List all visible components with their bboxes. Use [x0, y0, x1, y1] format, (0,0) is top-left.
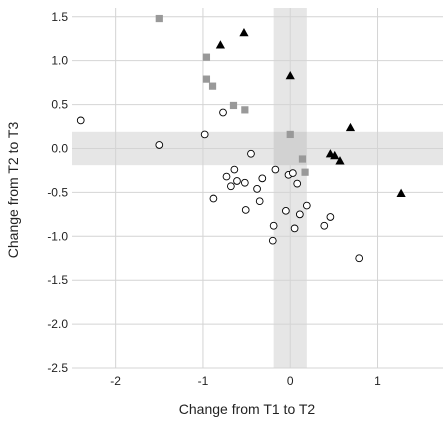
data-point-circle — [290, 224, 299, 233]
x-tick-label: -2 — [110, 374, 121, 388]
y-tick-label: 0.5 — [51, 98, 68, 112]
ticks-layer: -2 -1 0 1 1.5 1.0 0.5 0.0 -0.5 -1.0 -1.5 -2.0 -2.5 — [47, 10, 381, 388]
x-tick-label: 1 — [374, 374, 381, 388]
data-point-circle — [241, 206, 250, 214]
data-point-triangle — [285, 71, 295, 80]
data-point-circle — [326, 213, 335, 221]
data-point-circle — [247, 149, 255, 158]
y-tick-label: -1.5 — [47, 273, 68, 287]
data-point-square — [202, 75, 211, 83]
y-tick-label: -2.0 — [47, 317, 68, 331]
data-point-square — [241, 106, 249, 114]
points-layer — [76, 14, 406, 263]
y-tick-label: 1.0 — [51, 54, 68, 68]
y-tick-label: -2.5 — [47, 361, 68, 375]
data-point-circle — [230, 165, 239, 174]
data-point-circle — [209, 194, 218, 203]
data-point-circle — [253, 185, 261, 193]
y-tick-label: -0.5 — [47, 185, 68, 199]
data-point-square — [298, 155, 307, 163]
data-point-circle — [289, 169, 297, 177]
data-point-circle — [269, 221, 278, 230]
data-point-circle — [219, 108, 227, 117]
data-point-circle — [293, 179, 302, 188]
data-point-circle — [355, 254, 364, 263]
data-point-circle — [222, 172, 231, 181]
data-point-circle — [227, 182, 235, 191]
data-point-circle — [233, 177, 241, 185]
data-point-triangle — [396, 188, 406, 197]
data-point-circle — [295, 210, 304, 219]
data-point-triangle — [215, 40, 225, 49]
data-point-square — [301, 168, 309, 176]
data-point-circle — [271, 165, 280, 174]
x-axis-title: Change from T1 to T2 — [179, 401, 316, 417]
data-point-square — [208, 82, 217, 90]
x-tick-label: -1 — [198, 374, 209, 388]
data-point-square — [286, 130, 294, 139]
data-point-circle — [268, 236, 277, 245]
y-tick-label: 0.0 — [51, 141, 68, 155]
data-point-triangle — [345, 122, 356, 132]
y-axis-title: Change from T2 to T3 — [5, 122, 21, 259]
data-point-square — [202, 53, 211, 61]
data-point-circle — [76, 116, 85, 125]
data-point-circle — [258, 174, 267, 183]
y-tick-label: -1.0 — [47, 229, 68, 243]
x-tick-label: 0 — [287, 374, 294, 388]
y-tick-label: 1.5 — [51, 10, 68, 24]
data-point-circle — [155, 141, 164, 149]
data-point-square — [229, 101, 238, 110]
data-point-circle — [255, 197, 264, 206]
data-point-circle — [302, 201, 311, 210]
data-point-circle — [240, 178, 249, 187]
data-point-triangle — [330, 150, 340, 160]
data-point-triangle — [335, 156, 345, 165]
data-point-circle — [282, 206, 290, 215]
data-point-square — [155, 14, 163, 23]
data-point-circle — [320, 221, 329, 230]
data-point-circle — [200, 130, 209, 139]
data-point-triangle — [239, 27, 249, 37]
